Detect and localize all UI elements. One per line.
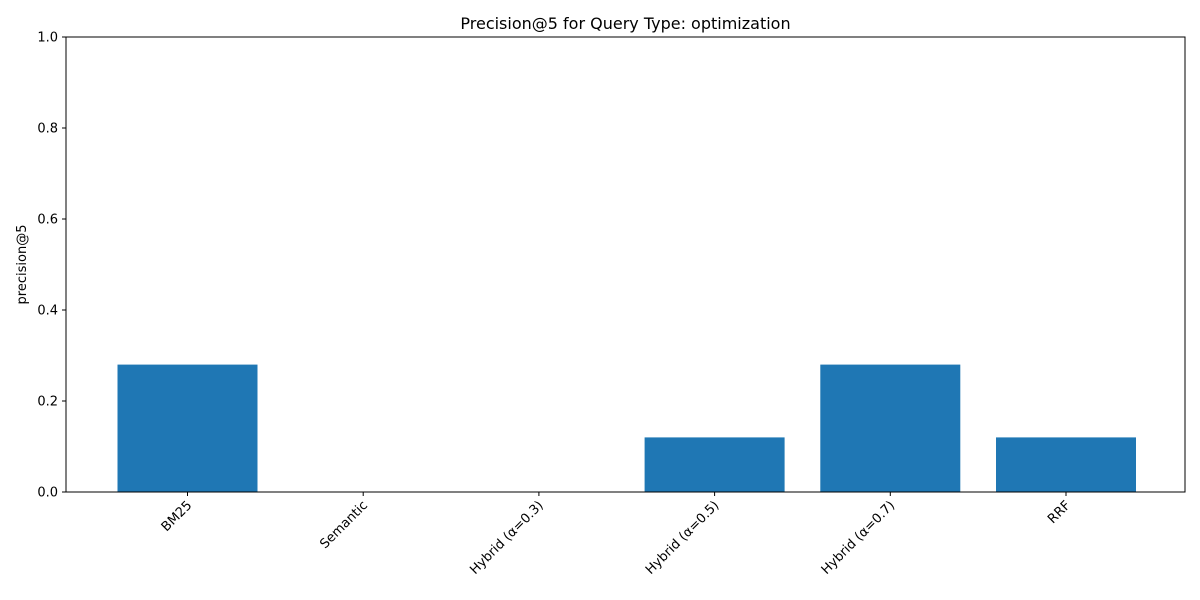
x-tick-label-0: BM25: [159, 498, 196, 535]
bar-4: [820, 364, 961, 492]
x-tick-label-2: Hybrid (α=0.3): [467, 498, 546, 577]
x-tick-label-3: Hybrid (α=0.5): [643, 498, 722, 577]
y-tick-label-3: 0.6: [37, 213, 58, 228]
x-tick-label-5: RRF: [1045, 498, 1074, 527]
y-tick-label-4: 0.8: [37, 122, 58, 137]
bar-0: [117, 364, 258, 492]
y-tick-label-2: 0.4: [37, 304, 58, 319]
y-axis-label: precision@5: [15, 225, 30, 305]
y-tick-label-1: 0.2: [37, 395, 58, 410]
bar-5: [996, 437, 1136, 492]
x-tick-label-1: Semantic: [317, 498, 371, 552]
bars-group: [117, 364, 1136, 492]
y-tick-label-5: 1.0: [37, 31, 58, 46]
chart-title: Precision@5 for Query Type: optimization: [460, 14, 790, 33]
y-axis-ticks: 0.0 0.2 0.4 0.6 0.8 1.0: [37, 31, 66, 501]
bar-3: [644, 437, 785, 492]
y-tick-label-0: 0.0: [37, 486, 58, 501]
plot-frame: [65, 36, 1186, 493]
x-tick-label-4: Hybrid (α=0.7): [819, 498, 898, 577]
x-axis-ticks: BM25 Semantic Hybrid (α=0.3) Hybrid (α=0.5)…: [159, 492, 1074, 578]
